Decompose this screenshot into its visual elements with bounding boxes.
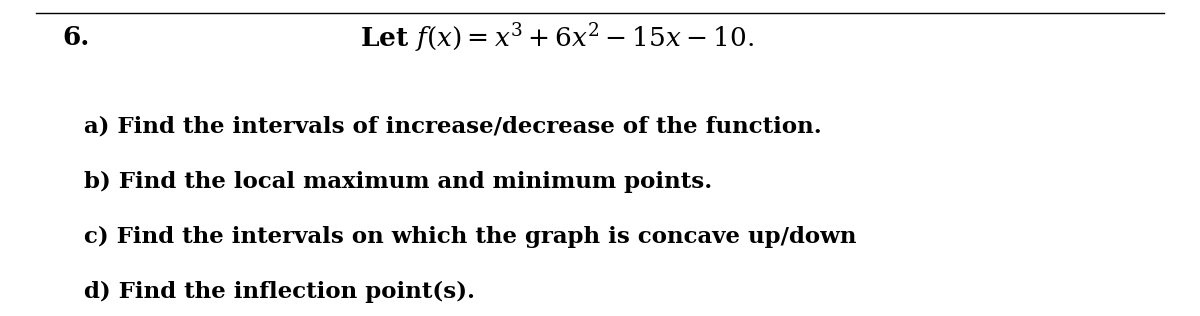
Text: b) Find the local maximum and minimum points.: b) Find the local maximum and minimum po… (84, 171, 713, 193)
Text: a) Find the intervals of increase/decrease of the function.: a) Find the intervals of increase/decrea… (84, 115, 822, 137)
Text: 6.: 6. (62, 25, 90, 51)
Text: Let $f(x) = x^3 + 6x^2 - 15x - 10.$: Let $f(x) = x^3 + 6x^2 - 15x - 10.$ (360, 21, 754, 55)
Text: d) Find the inflection point(s).: d) Find the inflection point(s). (84, 281, 475, 303)
Text: c) Find the intervals on which the graph is concave up/down: c) Find the intervals on which the graph… (84, 226, 857, 248)
